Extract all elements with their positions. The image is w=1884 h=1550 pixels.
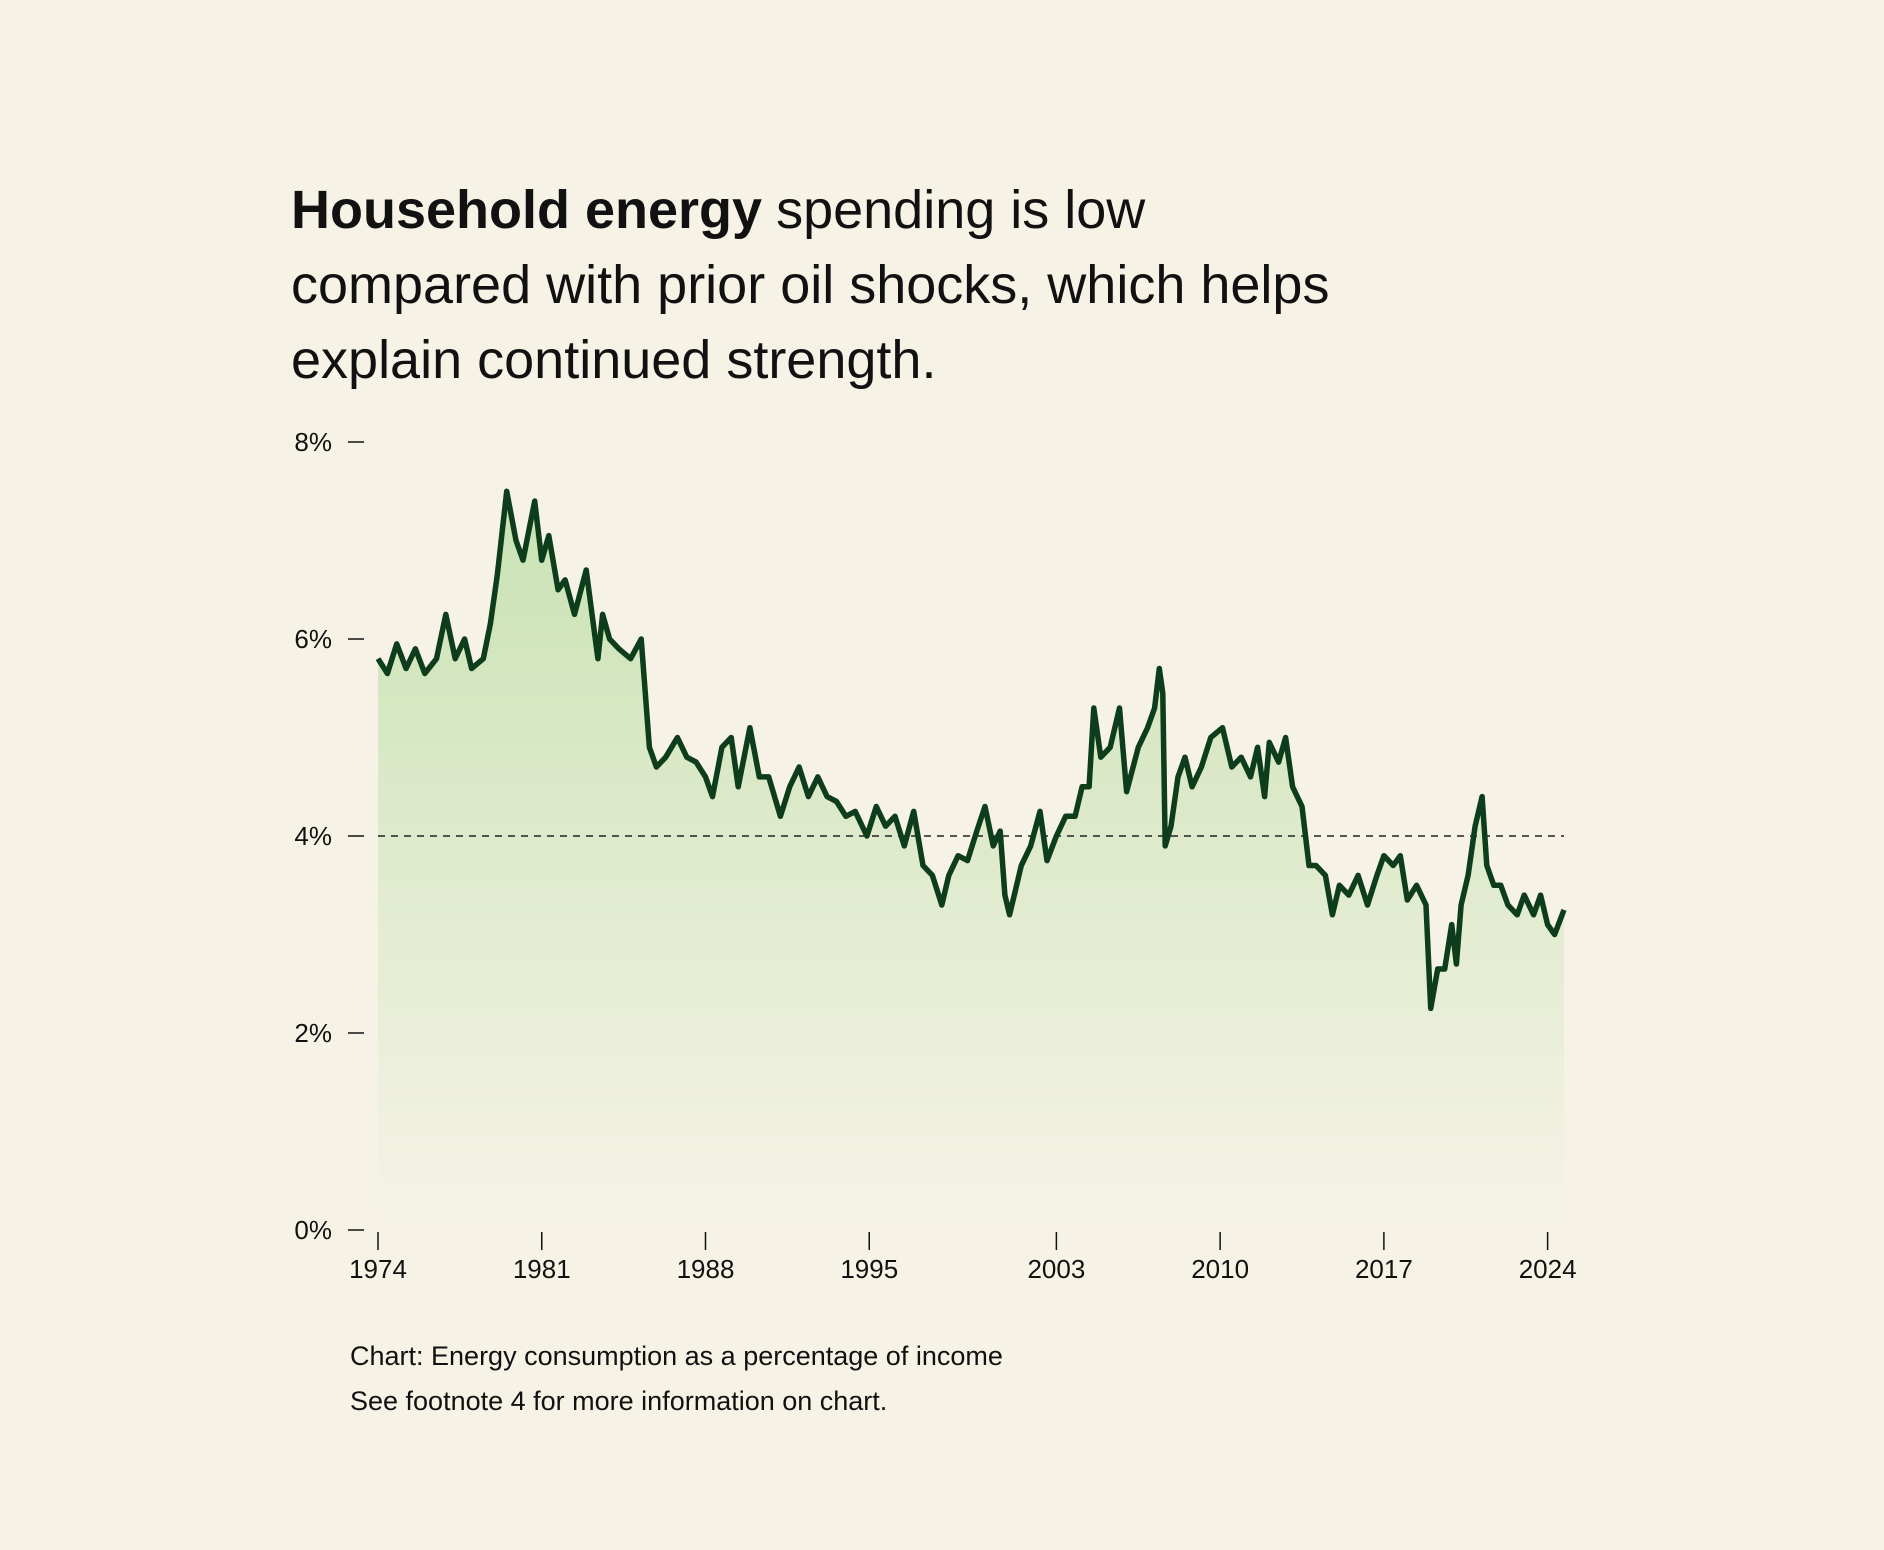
- title-line: explain continued strength.: [291, 330, 936, 390]
- x-tick-label: 1995: [840, 1254, 898, 1284]
- title-bold: Household energy: [291, 180, 762, 240]
- footnote: See footnote 4 for more information on c…: [350, 1386, 887, 1416]
- x-tick-label: 2024: [1519, 1254, 1577, 1284]
- title-line: compared with prior oil shocks, which he…: [291, 255, 1329, 315]
- y-tick-label: 8%: [294, 427, 332, 457]
- y-tick-label: 4%: [294, 821, 332, 851]
- x-tick-label: 1974: [349, 1254, 407, 1284]
- x-tick-label: 2017: [1355, 1254, 1413, 1284]
- line: [375, 488, 1567, 1012]
- area: [378, 491, 1564, 1230]
- y-tick-label: 6%: [294, 624, 332, 654]
- y-tick-label: 2%: [294, 1018, 332, 1048]
- title-line: spending is low: [776, 180, 1146, 240]
- footnote: Chart: Energy consumption as a percentag…: [350, 1341, 1003, 1371]
- chart-title: Household energy spending is low: [291, 180, 1146, 240]
- x-tick-label: 2010: [1191, 1254, 1249, 1284]
- x-tick-label: 1981: [513, 1254, 571, 1284]
- x-tick-label: 2003: [1027, 1254, 1085, 1284]
- y-tick-label: 0%: [294, 1215, 332, 1245]
- x-tick-label: 1988: [677, 1254, 735, 1284]
